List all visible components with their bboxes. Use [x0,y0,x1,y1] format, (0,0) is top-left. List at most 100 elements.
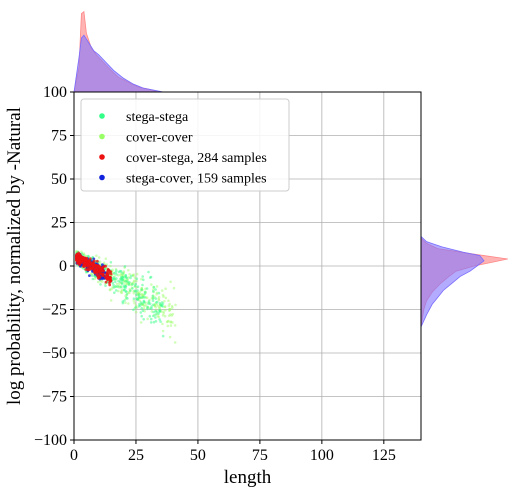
scatter-point [132,280,136,284]
scatter-point [75,256,78,259]
scatter-point [141,309,145,313]
scatter-point [173,324,177,327]
legend-box [80,98,290,192]
scatter-point [95,254,98,257]
scatter-point [119,273,122,277]
scatter-point [149,275,153,279]
scatter-point [108,281,111,285]
scatter-point [84,254,88,258]
scatter-point [118,280,122,283]
scatter-point [132,297,136,301]
scatter-point [167,319,170,323]
scatter-point [151,290,155,293]
x-tick-label: 100 [310,447,334,464]
scatter-point [123,288,126,292]
scatter-point [140,307,143,310]
y-axis-label: log probability, normalized by -Natural [4,107,25,405]
legend-entry: stega-cover, 159 samples [126,172,267,187]
scatter-point [158,318,161,321]
scatter-point [124,275,128,279]
scatter-point [139,311,143,314]
scatter-point [114,280,117,284]
scatter-point [145,287,149,290]
scatter-point [128,289,132,293]
scatter-point [92,257,96,261]
scatter-point [128,272,131,276]
scatter-point [137,293,141,296]
scatter-point [156,314,160,318]
scatter-point [154,316,157,319]
scatter-point [169,280,172,284]
scatter-point [171,312,175,316]
scatter-point [126,297,129,300]
scatter-point [150,305,153,308]
scatter-point [124,274,128,277]
x-axis-ticks: 0 25 50 75 100 125 [70,440,396,464]
scatter-point [88,266,92,270]
scatter-point [98,267,102,271]
scatter-point [132,273,135,277]
scatter-point [138,291,141,294]
legend-entry: cover-cover [126,131,193,146]
scatter-point [134,306,137,309]
scatter-point [164,287,167,291]
scatter-point [84,268,88,271]
scatter-point [168,307,172,311]
scatter-point [157,291,161,295]
scatter-point [92,263,95,267]
scatter-point [99,283,102,286]
scatter-point [152,297,155,300]
scatter-point [162,295,165,298]
legend-entry: stega-stega [126,110,189,125]
scatter-point [169,313,172,316]
scatter-point [161,293,165,297]
scatter-point [108,288,112,292]
scatter-point [151,294,155,298]
scatter-point [158,306,161,309]
scatter-point [152,303,155,307]
scatter-point [76,253,80,256]
scatter-point [139,321,143,324]
scatter-point [97,276,100,280]
scatter-point [110,287,114,291]
scatter-point [104,280,108,284]
scatter-point [169,324,173,327]
scatter-point [91,277,95,281]
scatter-point [139,296,143,299]
scatter-point [172,286,176,290]
scatter-point [104,284,107,288]
scatter-point [155,310,159,314]
scatter-point [135,293,138,297]
scatter-point [151,299,155,303]
scatter-point [83,263,87,267]
y-tick-label: −100 [34,432,67,449]
scatter-point [140,293,143,297]
scatter-point [80,256,83,259]
scatter-point [132,299,136,303]
scatter-point [154,305,158,309]
scatter-point [136,285,140,289]
scatter-point [155,285,159,288]
scatter-point [159,320,162,323]
scatter-point [139,301,143,304]
scatter-point [168,335,172,339]
scatter-point [135,279,138,283]
scatter-point [143,304,146,308]
scatter-point [141,283,144,287]
scatter-point [131,283,134,286]
scatter-point [98,272,102,276]
scatter-point [94,263,98,267]
y-tick-label: 25 [51,215,67,232]
scatter-point [154,320,158,323]
scatter-point [160,289,164,292]
scatter-point [131,287,134,290]
scatter-point [115,273,118,276]
scatter-point [113,291,116,295]
scatter-point [124,301,127,305]
scatter-point [102,261,106,265]
scatter-point [147,300,151,303]
scatter-point [158,310,161,314]
scatter-point [163,314,167,318]
scatter-point [135,277,139,281]
scatter-point [121,279,124,282]
